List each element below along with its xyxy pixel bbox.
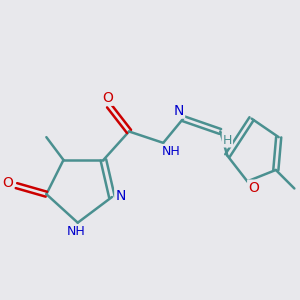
Text: O: O [102,91,113,105]
Text: NH: NH [162,145,181,158]
Text: N: N [174,104,184,118]
Text: NH: NH [67,225,86,238]
Text: N: N [115,189,126,202]
Text: H: H [223,134,232,146]
Text: O: O [2,176,13,190]
Text: O: O [248,181,259,195]
